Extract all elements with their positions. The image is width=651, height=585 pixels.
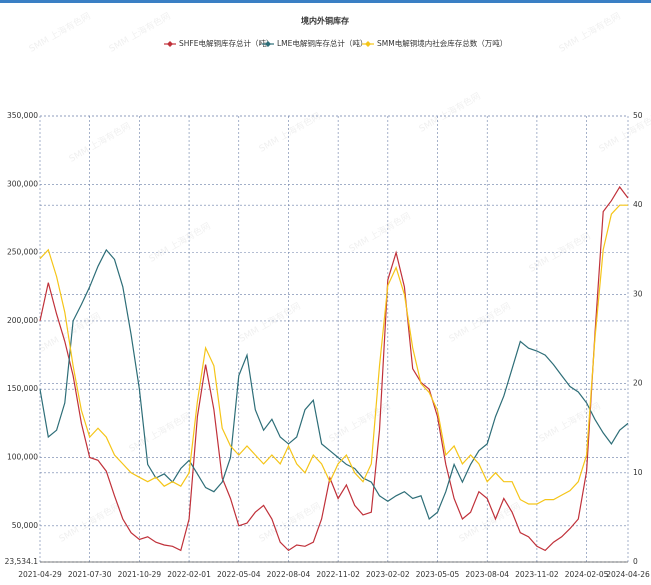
- legend-label: SHFE电解铜库存总计（吨）: [179, 38, 273, 48]
- y-tick-label: 23,534.1: [5, 557, 39, 566]
- y-tick-label: 50,000: [12, 521, 38, 530]
- legend-marker: [167, 41, 173, 47]
- x-tick-label: 2021-10-29: [118, 570, 162, 579]
- y2-tick-label: 40: [633, 200, 643, 209]
- x-tick-label: 2023-05-05: [416, 570, 460, 579]
- y-tick-label: 200,000: [7, 316, 38, 325]
- watermark: SMM 上海有色网: [597, 110, 651, 155]
- legend-label: SMM电解铜境内社会库存总数（万吨）: [377, 38, 507, 48]
- y-tick-label: 100,000: [7, 453, 38, 462]
- series-line: [39, 248, 629, 521]
- watermark: SMM 上海有色网: [257, 500, 323, 545]
- y-tick-label: 350,000: [7, 111, 38, 120]
- watermark: SMM 上海有色网: [327, 400, 393, 445]
- y2-tick-label: 30: [633, 289, 643, 298]
- watermark: SMM 上海有色网: [127, 410, 193, 455]
- y2-tick-label: 0: [633, 557, 638, 566]
- watermark: SMM 上海有色网: [237, 300, 303, 345]
- watermark: SMM 上海有色网: [447, 300, 513, 345]
- x-tick-label: 2022-02-01: [167, 570, 211, 579]
- x-tick-label: 2023-11-02: [515, 570, 559, 579]
- x-tick-label: 2022-11-02: [316, 570, 360, 579]
- watermark: SMM 上海有色网: [457, 500, 523, 545]
- y2-tick-label: 10: [633, 468, 643, 477]
- watermark: SMM 上海有色网: [37, 310, 103, 355]
- watermark: SMM 上海有色网: [57, 500, 123, 545]
- legend-marker: [265, 41, 271, 47]
- watermark: SMM 上海有色网: [107, 10, 173, 55]
- x-tick-label: 2021-07-30: [68, 570, 112, 579]
- watermark: SMM 上海有色网: [147, 220, 213, 265]
- legend-marker: [365, 41, 371, 47]
- x-tick-label: 2024-04-26: [606, 570, 650, 579]
- top-bar: [0, 0, 651, 3]
- y2-tick-label: 20: [633, 379, 643, 388]
- watermark: SMM 上海有色网: [417, 90, 483, 135]
- watermark: SMM 上海有色网: [67, 120, 133, 165]
- y-tick-label: 250,000: [7, 248, 38, 257]
- chart-title: 境内外铜库存: [301, 16, 349, 26]
- x-tick-label: 2023-08-04: [465, 570, 509, 579]
- y2-tick-label: 50: [633, 111, 643, 120]
- x-tick-label: 2022-08-04: [267, 570, 311, 579]
- watermark: SMM 上海有色网: [27, 10, 93, 55]
- watermark: SMM 上海有色网: [537, 400, 603, 445]
- watermark: SMM 上海有色网: [347, 210, 413, 255]
- legend-label: LME电解铜库存总计（吨）: [277, 38, 367, 48]
- series-line: [39, 204, 628, 505]
- series-line: [39, 185, 629, 552]
- y-tick-label: 300,000: [7, 179, 38, 188]
- watermark: SMM 上海有色网: [557, 10, 623, 55]
- watermark: SMM 上海有色网: [257, 110, 323, 155]
- x-tick-label: 2023-02-02: [366, 570, 410, 579]
- x-tick-label: 2022-05-04: [217, 570, 261, 579]
- x-tick-label: 2024-02-05: [565, 570, 609, 579]
- y-tick-label: 150,000: [7, 384, 38, 393]
- x-tick-label: 2021-04-29: [18, 570, 62, 579]
